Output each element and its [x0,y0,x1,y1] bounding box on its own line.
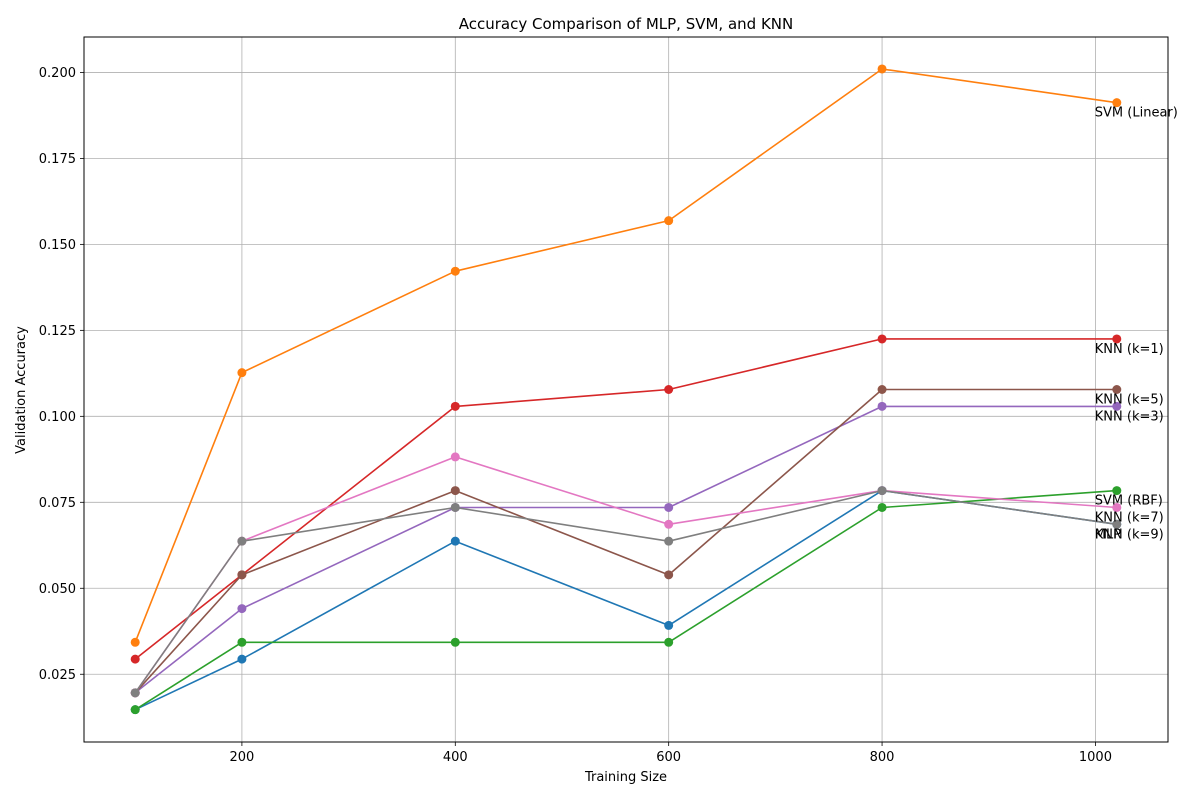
series-line-knn-k-1 [134,338,1117,660]
y-tick-label: 0.100 [39,410,76,425]
series-end-labels: MLP SVM (Linear) SVM (RBF) KNN (k=1) KNN (k=… [1095,106,1178,543]
data-point [664,385,674,394]
data-point [237,536,247,546]
plot-frame [83,36,1169,743]
data-point [130,654,140,664]
series-line-knn-k-3 [134,405,1117,694]
data-point [130,705,140,715]
series-label-svm-rbf: SVM (RBF) [1095,494,1163,509]
x-tick-label: 200 [229,750,254,765]
y-tick-label: 0.175 [39,152,76,167]
data-point [1112,486,1122,496]
data-point [450,266,460,276]
series-mlp [130,486,1122,715]
series-label-mlp: MLP [1095,527,1121,542]
data-point [1112,98,1122,108]
series-knn-k-7 [130,452,1122,698]
data-point [1112,502,1122,512]
data-point [450,486,460,496]
series-label-svm-linear: SVM (Linear) [1095,106,1178,121]
data-point [664,216,674,226]
x-tick-label: 1000 [1079,750,1112,765]
data-point [877,385,887,394]
data-point [664,620,674,630]
data-point [237,570,247,580]
series-label-knn-k-7: KNN (k=7) [1095,510,1164,525]
series-line-knn-k-7 [134,456,1117,694]
x-tick-label: 400 [443,750,468,765]
y-tick-label: 0.050 [39,582,76,597]
data-point [877,486,887,496]
series-line-knn-k-5 [134,388,1117,694]
series-label-knn-k-1: KNN (k=1) [1095,342,1164,357]
series-label-knn-k-5: KNN (k=5) [1095,393,1164,408]
x-axis-ticks: 200 400 600 800 1000 [229,742,1112,765]
data-point [450,401,460,411]
data-point [1112,401,1122,411]
series-label-knn-k-9: KNN (k=9) [1095,527,1164,542]
series-knn-k-9 [130,486,1122,698]
data-point [450,637,460,647]
data-point [664,519,674,529]
series-knn-k-1 [130,334,1122,664]
data-point [130,688,140,698]
series-line-knn-k-9 [134,489,1117,694]
y-tick-label: 0.150 [39,238,76,253]
data-point [237,654,247,664]
data-point [664,637,674,647]
data-point [877,401,887,411]
series-layer [130,64,1122,715]
y-axis-label: Validation Accuracy [14,326,29,454]
data-point [450,536,460,546]
data-point [237,604,247,614]
y-tick-label: 0.075 [39,496,76,511]
series-line-mlp [134,489,1117,711]
x-tick-label: 800 [870,750,895,765]
x-axis-label: Training Size [584,770,667,785]
series-knn-k-5 [130,385,1122,698]
series-label-knn-k-3: KNN (k=3) [1095,409,1164,424]
data-point [1112,519,1122,529]
chart-title: Accuracy Comparison of MLP, SVM, and KNN [459,15,793,33]
data-point [1112,385,1122,394]
data-point [1112,334,1122,344]
series-line-svm-rbf [134,489,1117,711]
data-point [877,64,887,74]
series-svm-linear [130,64,1122,647]
data-point [664,502,674,512]
x-tick-label: 600 [656,750,681,765]
data-point [664,570,674,580]
data-point [450,452,460,462]
series-line-svm-linear [134,68,1117,643]
data-point [664,536,674,546]
series-svm-rbf [130,486,1122,715]
series-knn-k-3 [130,401,1122,698]
y-tick-label: 0.025 [39,668,76,683]
data-point [237,368,247,378]
y-axis-ticks: 0.025 0.050 0.075 0.100 0.125 0.150 0.175 0.200 [39,66,84,683]
data-point [450,502,460,512]
y-tick-label: 0.125 [39,324,76,339]
data-point [877,334,887,344]
y-tick-label: 0.200 [39,66,76,81]
data-point [130,637,140,647]
data-point [877,502,887,512]
data-point [237,637,247,647]
